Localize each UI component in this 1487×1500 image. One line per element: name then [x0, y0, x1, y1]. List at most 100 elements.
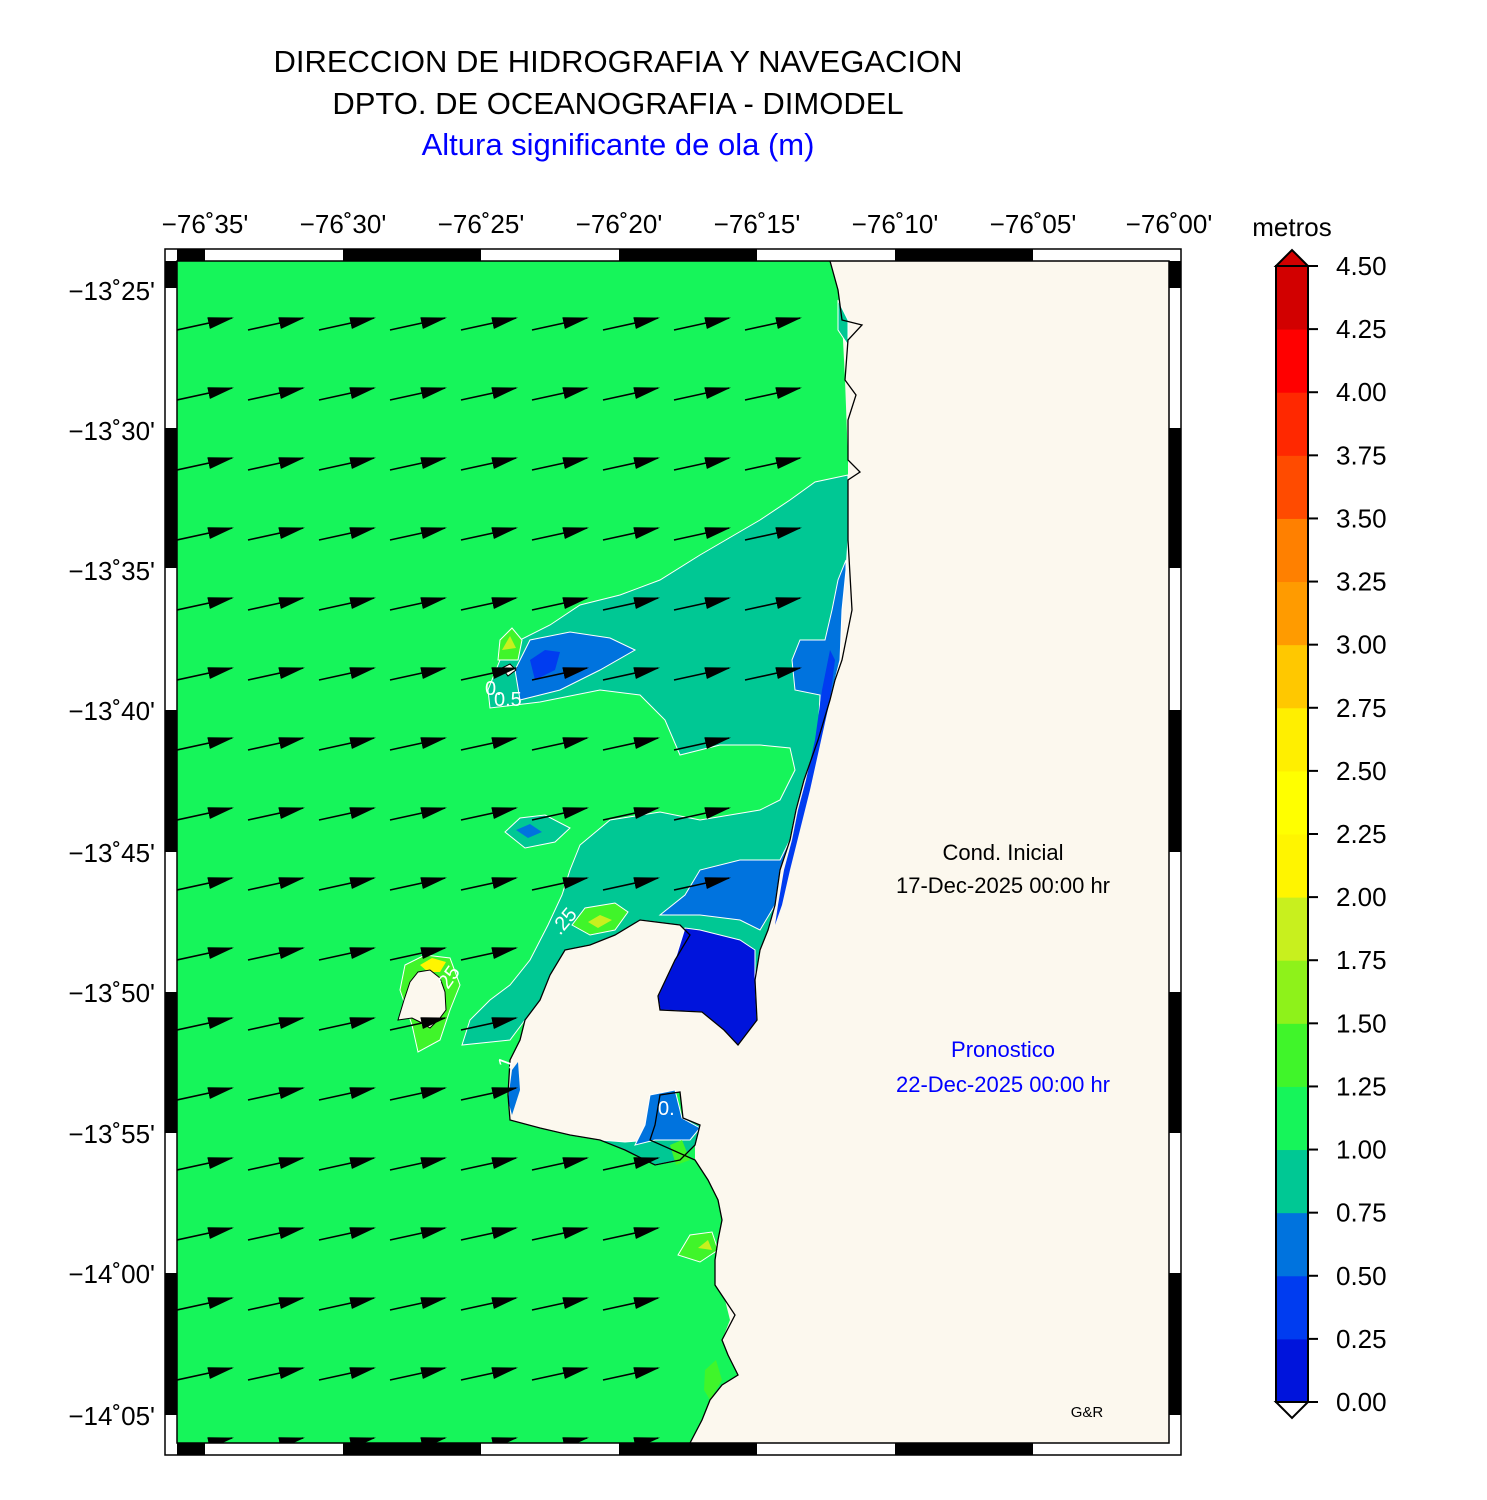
contour-label: 0.: [658, 1098, 675, 1120]
wave-arrow: [531, 1297, 589, 1311]
wave-arrow: [460, 527, 518, 541]
wave-arrow: [744, 457, 802, 471]
wave-arrow: [460, 1227, 518, 1241]
contour-label: 0.5: [494, 689, 522, 711]
wave-arrow: [460, 1297, 518, 1311]
wave-arrow: [531, 457, 589, 471]
frame-bar: [1169, 428, 1181, 568]
wave-arrow: [531, 877, 589, 891]
wave-arrow: [318, 317, 376, 331]
wave-arrow: [177, 387, 234, 401]
wave-arrow: [460, 667, 518, 681]
wave-arrow: [177, 1017, 234, 1031]
wave-arrow: [389, 527, 447, 541]
colorbar-label: 3.50: [1336, 503, 1387, 533]
wave-arrow: [247, 1227, 305, 1241]
wave-arrow: [602, 1157, 660, 1171]
wave-arrow: [460, 317, 518, 331]
colorbar-band: [1276, 960, 1308, 1024]
wave-arrow: [460, 1367, 518, 1381]
wave-arrow: [460, 1087, 518, 1101]
sea-band-0.25-0.50-coast: [775, 650, 835, 925]
wave-arrow: [247, 527, 305, 541]
colorbar-label: 1.00: [1336, 1135, 1387, 1165]
wave-arrow: [318, 527, 376, 541]
wave-arrow: [602, 1367, 660, 1381]
wave-arrow: [602, 597, 660, 611]
credit-label: G&R: [1071, 1404, 1104, 1421]
colorbar-band: [1276, 1212, 1308, 1277]
map-area: 0.5 0. .25 25 0. 1: [177, 261, 1169, 1443]
wave-arrow: [318, 667, 376, 681]
frame-bar: [165, 1273, 177, 1415]
wave-arrow: [389, 947, 447, 961]
wave-spot-south: [677, 1231, 719, 1263]
wave-arrow: [177, 1087, 234, 1101]
sea-band-0.50-0.75-cove: [634, 1089, 701, 1146]
frame-bar: [895, 249, 1033, 261]
wave-arrow: [318, 1227, 376, 1241]
colorbar-underflow-triangle: [1273, 1401, 1311, 1420]
wave-arrow: [318, 1017, 376, 1031]
colorbar-label: 0.00: [1336, 1387, 1387, 1417]
colorbar-label: 0.25: [1336, 1324, 1387, 1354]
wave-arrow: [318, 737, 376, 751]
colorbar-label: 0.75: [1336, 1198, 1387, 1228]
wave-arrow: [177, 1367, 234, 1381]
wave-arrow: [177, 807, 234, 821]
lat-tick-label: −13˚35': [68, 556, 155, 586]
wave-arrow: [460, 1017, 518, 1031]
latitude-axis: −13˚25' −13˚30' −13˚35' −13˚40' −13˚45' …: [68, 276, 155, 1431]
colorbar-label: 1.75: [1336, 945, 1387, 975]
wave-arrow: [247, 597, 305, 611]
wave-arrow: [177, 667, 234, 681]
wave-arrow: [318, 597, 376, 611]
lon-tick-label: −76˚15': [714, 209, 801, 239]
wave-arrow: [318, 1157, 376, 1171]
wave-arrow: [460, 1157, 518, 1171]
wave-arrow: [744, 527, 802, 541]
wave-arrow: [602, 737, 660, 751]
colorbar-label: 4.25: [1336, 314, 1387, 344]
wave-arrow: [389, 667, 447, 681]
frame-bar: [619, 249, 757, 261]
wave-arrow: [177, 597, 234, 611]
frame-bar: [165, 261, 177, 288]
wave-arrow: [673, 877, 731, 891]
wave-arrow: [247, 1157, 305, 1171]
wave-arrow: [744, 387, 802, 401]
wave-arrow: [389, 597, 447, 611]
wave-spot-coast-south: [704, 1360, 722, 1400]
wave-arrow: [389, 1227, 447, 1241]
frame-bar: [1169, 1273, 1181, 1415]
sea-band-0.25-0.50: [530, 650, 560, 680]
colorbar-label: 4.50: [1336, 251, 1387, 281]
agency-title: DIRECCION DE HIDROGRAFIA Y NAVEGACION: [273, 44, 963, 79]
lon-tick-label: −76˚00': [1126, 209, 1213, 239]
colorbar-band: [1276, 1149, 1308, 1214]
lon-tick-label: −76˚25': [438, 209, 525, 239]
wave-arrow: [318, 1297, 376, 1311]
initial-condition-date: 17-Dec-2025 00:00 hr: [896, 873, 1110, 898]
wave-arrow: [205, 1437, 234, 1443]
lat-tick-label: −14˚05': [68, 1401, 155, 1431]
frame-bar: [1169, 710, 1181, 852]
colorbar-band: [1276, 518, 1308, 583]
frame-bar: [165, 428, 177, 568]
frame-bar: [177, 1443, 205, 1455]
wave-spot-cove: [670, 1140, 690, 1165]
wave-arrow: [531, 1227, 589, 1241]
wave-arrow: [602, 317, 660, 331]
frame-bar: [895, 1443, 1033, 1455]
colorbar-label: 1.50: [1336, 1008, 1387, 1038]
wave-arrow: [318, 457, 376, 471]
wave-arrow: [531, 317, 589, 331]
wave-spot-island-core: [420, 958, 446, 972]
wave-arrow: [531, 1157, 589, 1171]
colorbar-band: [1276, 834, 1308, 898]
lon-tick-label: −76˚05': [990, 209, 1077, 239]
colorbar: metros 4.50 4.25 4.00 3.75 3.50 3.25 3.00 2.75 2…: [1252, 212, 1387, 1420]
lat-tick-label: −13˚30': [68, 416, 155, 446]
wave-arrow: [389, 457, 447, 471]
